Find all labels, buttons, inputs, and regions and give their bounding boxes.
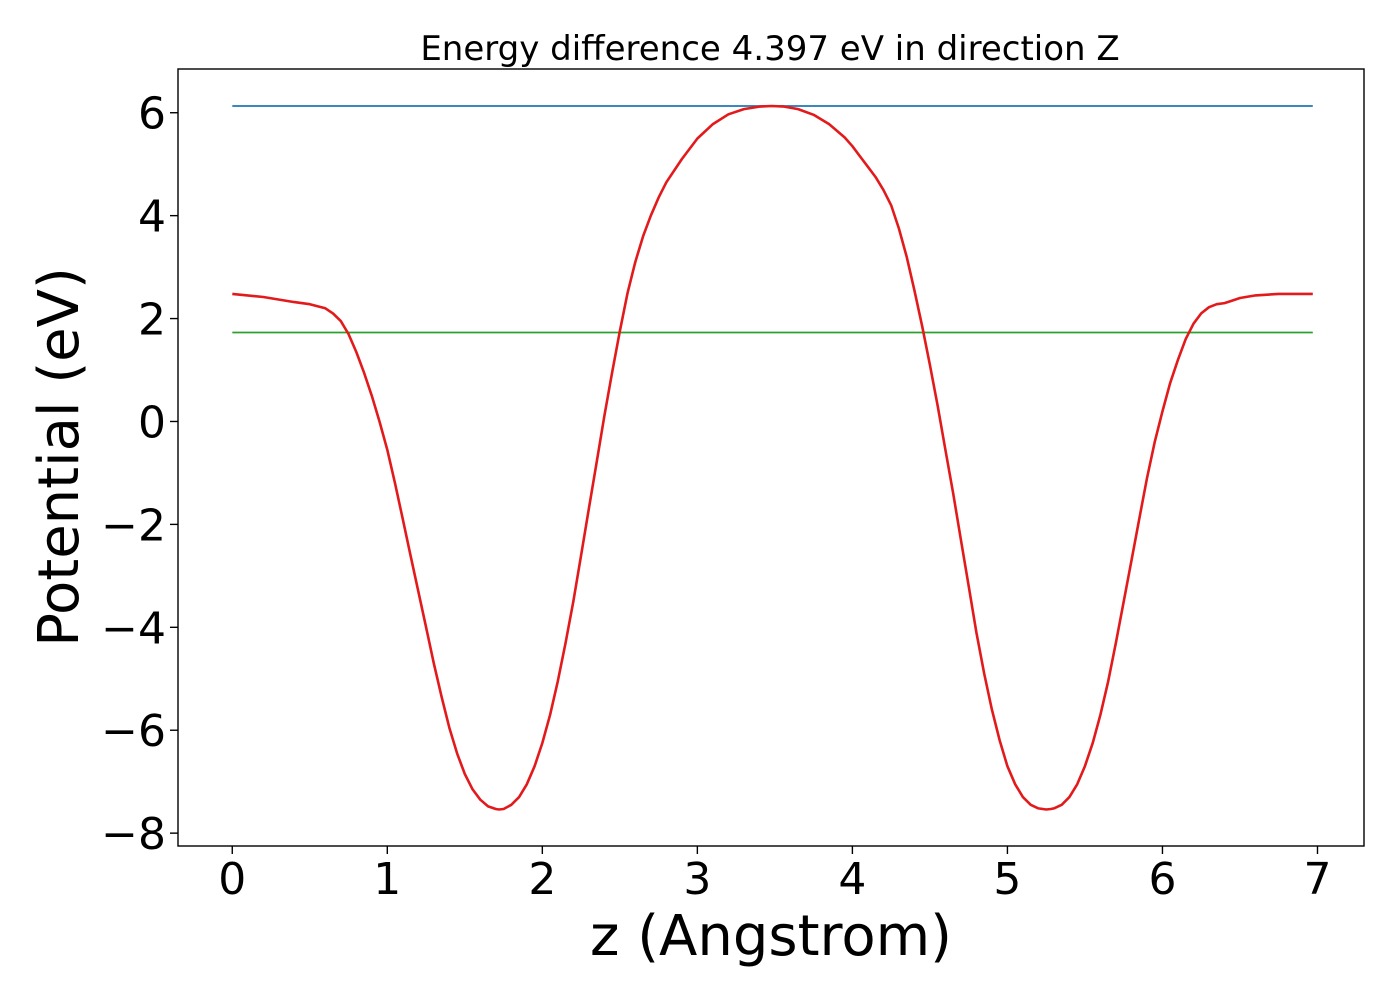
y-tick-label: 0 (138, 397, 166, 448)
y-tick-label: −4 (101, 603, 166, 654)
x-axis: 0 1 2 3 4 5 6 7 (218, 846, 1331, 905)
x-tick-label: 1 (373, 854, 401, 905)
x-tick-label: 0 (218, 854, 246, 905)
y-tick-label: 4 (138, 192, 166, 243)
y-tick-label: 2 (138, 295, 166, 346)
chart-title: Energy difference 4.397 eV in direction … (420, 29, 1119, 69)
y-axis: −8 −6 −4 −2 0 2 4 6 (101, 89, 178, 860)
y-tick-label: −8 (101, 809, 166, 860)
x-tick-label: 5 (993, 854, 1021, 905)
x-tick-label: 3 (683, 854, 711, 905)
x-tick-label: 6 (1148, 854, 1176, 905)
x-tick-label: 4 (838, 854, 866, 905)
x-tick-label: 7 (1303, 854, 1331, 905)
x-axis-label: z (Angstrom) (590, 904, 952, 969)
series-layer (232, 104, 1313, 811)
plot-frame (177, 68, 1365, 847)
y-tick-label: 6 (138, 89, 166, 140)
series-line-2 (232, 104, 1313, 811)
y-tick-label: −6 (101, 706, 166, 757)
x-tick-label: 2 (528, 854, 556, 905)
y-axis-label: Potential (eV) (27, 267, 92, 647)
y-tick-label: −2 (101, 500, 166, 551)
